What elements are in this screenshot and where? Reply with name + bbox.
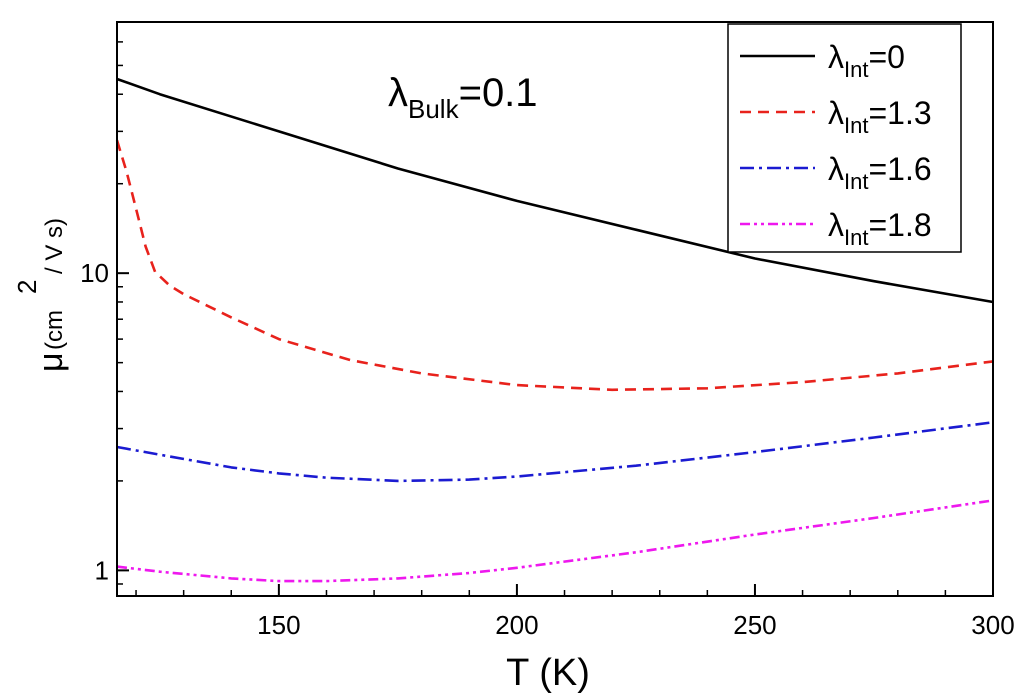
- series-line-4: [116, 499, 994, 583]
- y-axis-mu: μ: [32, 352, 70, 372]
- y-axis-unit-open: (cm: [41, 310, 68, 350]
- x-tick-label: 250: [733, 610, 776, 640]
- legend-box: [727, 23, 962, 253]
- x-tick-label: 300: [971, 610, 1014, 640]
- legend-label-1: λInt=0: [828, 39, 905, 82]
- x-axis-title: T (K): [506, 652, 590, 694]
- legend-label-3: λInt=1.6: [828, 151, 932, 194]
- x-tick-labels: 150 200 250 300: [257, 610, 1015, 640]
- major-ticks: [117, 272, 994, 596]
- legend-label-2: λInt=1.3: [828, 95, 932, 138]
- series-line-1: [116, 77, 994, 304]
- y-tick-label: 1: [95, 555, 109, 585]
- legend-label-4: λInt=1.8: [828, 207, 932, 250]
- plot-frame: [116, 21, 994, 597]
- y-tick-labels: 1 10: [80, 258, 109, 585]
- y-axis-unit-sup: 2: [12, 280, 42, 294]
- series-line-3: [116, 421, 994, 483]
- series-line-2: [115, 139, 994, 392]
- legend: λInt=0 λInt=1.3 λInt=1.6 λInt=1.8: [727, 23, 962, 253]
- bulk-annotation: λBulk=0.1: [388, 71, 538, 124]
- x-tick-label: 200: [495, 610, 538, 640]
- y-axis-unit-close: / V s): [41, 218, 68, 274]
- x-tick-label: 150: [257, 610, 300, 640]
- series-layer: [115, 77, 994, 583]
- y-tick-label: 10: [80, 258, 109, 288]
- y-axis-title: μ (cm 2 / V s): [12, 218, 70, 372]
